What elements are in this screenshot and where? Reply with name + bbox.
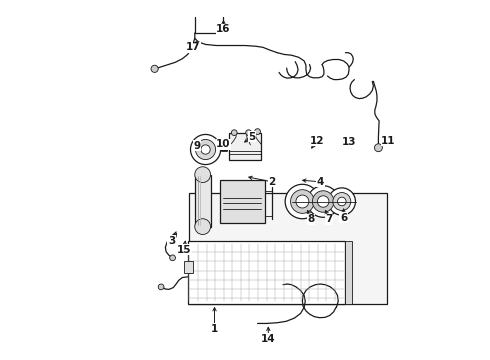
Text: 5: 5	[248, 132, 256, 142]
Circle shape	[318, 196, 329, 207]
Circle shape	[374, 144, 382, 152]
Bar	[345, 241, 352, 304]
Circle shape	[291, 190, 314, 213]
Circle shape	[307, 186, 339, 217]
Bar	[220, 180, 265, 223]
Circle shape	[151, 65, 158, 72]
Text: 12: 12	[310, 136, 324, 145]
Circle shape	[255, 129, 260, 134]
Circle shape	[195, 219, 211, 234]
Text: 1: 1	[211, 324, 218, 334]
Circle shape	[313, 191, 334, 212]
Circle shape	[201, 145, 210, 154]
Text: 10: 10	[216, 139, 231, 149]
Circle shape	[296, 195, 309, 208]
Bar	[229, 134, 261, 160]
Text: 14: 14	[261, 333, 275, 343]
Circle shape	[333, 193, 351, 211]
Text: 9: 9	[193, 141, 200, 151]
Circle shape	[158, 284, 164, 290]
Circle shape	[245, 130, 251, 135]
Circle shape	[231, 130, 237, 135]
Bar	[188, 241, 345, 304]
Text: 6: 6	[340, 213, 347, 222]
Text: 8: 8	[308, 215, 315, 224]
Text: 7: 7	[325, 215, 333, 224]
Circle shape	[328, 188, 355, 215]
Circle shape	[195, 167, 211, 183]
Text: 16: 16	[216, 24, 231, 35]
Text: 2: 2	[268, 177, 275, 187]
Circle shape	[196, 139, 216, 159]
Text: 17: 17	[186, 42, 200, 52]
Text: 4: 4	[317, 177, 324, 187]
Text: 3: 3	[168, 236, 175, 246]
Text: 13: 13	[342, 138, 356, 147]
Circle shape	[191, 134, 220, 165]
Circle shape	[170, 255, 175, 261]
Text: 11: 11	[381, 136, 396, 145]
Bar	[190, 193, 387, 304]
Bar	[184, 261, 193, 273]
Circle shape	[338, 197, 346, 206]
Text: 15: 15	[177, 245, 191, 255]
Bar	[195, 175, 211, 226]
Circle shape	[285, 184, 319, 219]
